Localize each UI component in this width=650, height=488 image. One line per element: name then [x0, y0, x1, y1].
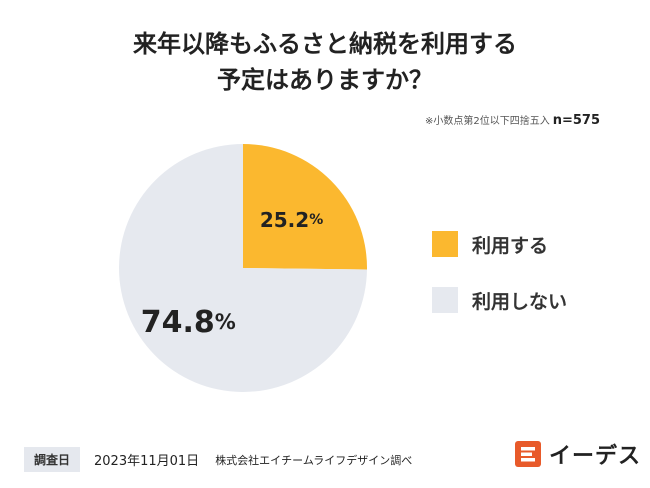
- legend-item-use: 利用する: [432, 229, 567, 259]
- footer: 調査日 2023年11月01日 株式会社エイチームライフデザイン調べ: [24, 447, 412, 472]
- survey-date-label: 調査日: [24, 447, 81, 472]
- legend-label-not-use: 利用しない: [472, 290, 568, 313]
- legend-swatch-not-use: [432, 287, 458, 313]
- survey-date: 2023年11月01日: [94, 454, 200, 469]
- legend-item-not-use: 利用しない: [432, 285, 567, 315]
- chart-title: 来年以降もふるさと納税を利用する 予定はありますか？: [0, 26, 650, 98]
- sample-size: n=575: [552, 113, 600, 128]
- pie-slice-use: [243, 144, 367, 270]
- brand-logo: イーデス: [513, 438, 641, 470]
- legend: 利用する 利用しない: [432, 229, 567, 341]
- rounding-note: ※小数点第2位以下四捨五入 n=575: [425, 112, 600, 128]
- rounding-note-text: ※小数点第2位以下四捨五入: [424, 116, 550, 127]
- legend-swatch-use: [432, 231, 458, 257]
- value-label-not-use: 74.8%: [141, 305, 236, 340]
- title-line-2: 予定はありますか？: [217, 66, 433, 94]
- pie-slice-not-use: [118, 144, 367, 392]
- legend-label-use: 利用する: [472, 234, 549, 257]
- title-line-1: 来年以降もふるさと納税を利用する: [133, 30, 517, 58]
- logo-text: イーデス: [549, 444, 642, 469]
- e-logo-icon: [515, 441, 541, 467]
- value-label-use: 25.2%: [260, 208, 323, 232]
- survey-source: 株式会社エイチームライフデザイン調べ: [215, 453, 413, 467]
